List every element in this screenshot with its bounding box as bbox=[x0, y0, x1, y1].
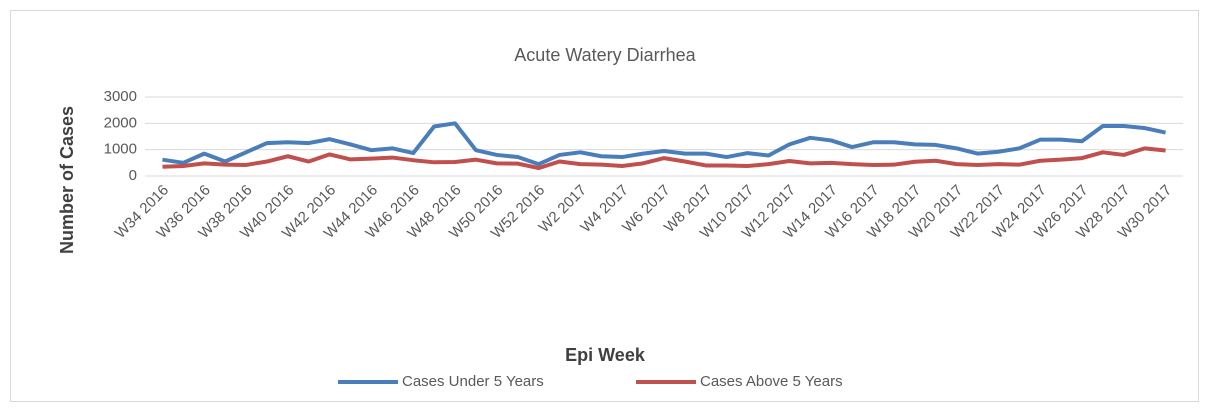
y-axis-title: Number of Cases bbox=[57, 106, 77, 254]
legend-label: Cases Above 5 Years bbox=[700, 373, 843, 390]
y-tick-label: 2000 bbox=[104, 114, 137, 131]
chart-border bbox=[10, 10, 1199, 402]
chart-title: Acute Watery Diarrhea bbox=[514, 45, 696, 65]
y-tick-label: 3000 bbox=[104, 88, 137, 105]
legend-label: Cases Under 5 Years bbox=[402, 373, 544, 390]
y-tick-label: 1000 bbox=[104, 141, 137, 158]
y-tick-label: 0 bbox=[129, 167, 137, 184]
series-line bbox=[162, 146, 1166, 171]
series-line bbox=[162, 121, 1166, 167]
x-axis-title: Epi Week bbox=[565, 345, 646, 365]
